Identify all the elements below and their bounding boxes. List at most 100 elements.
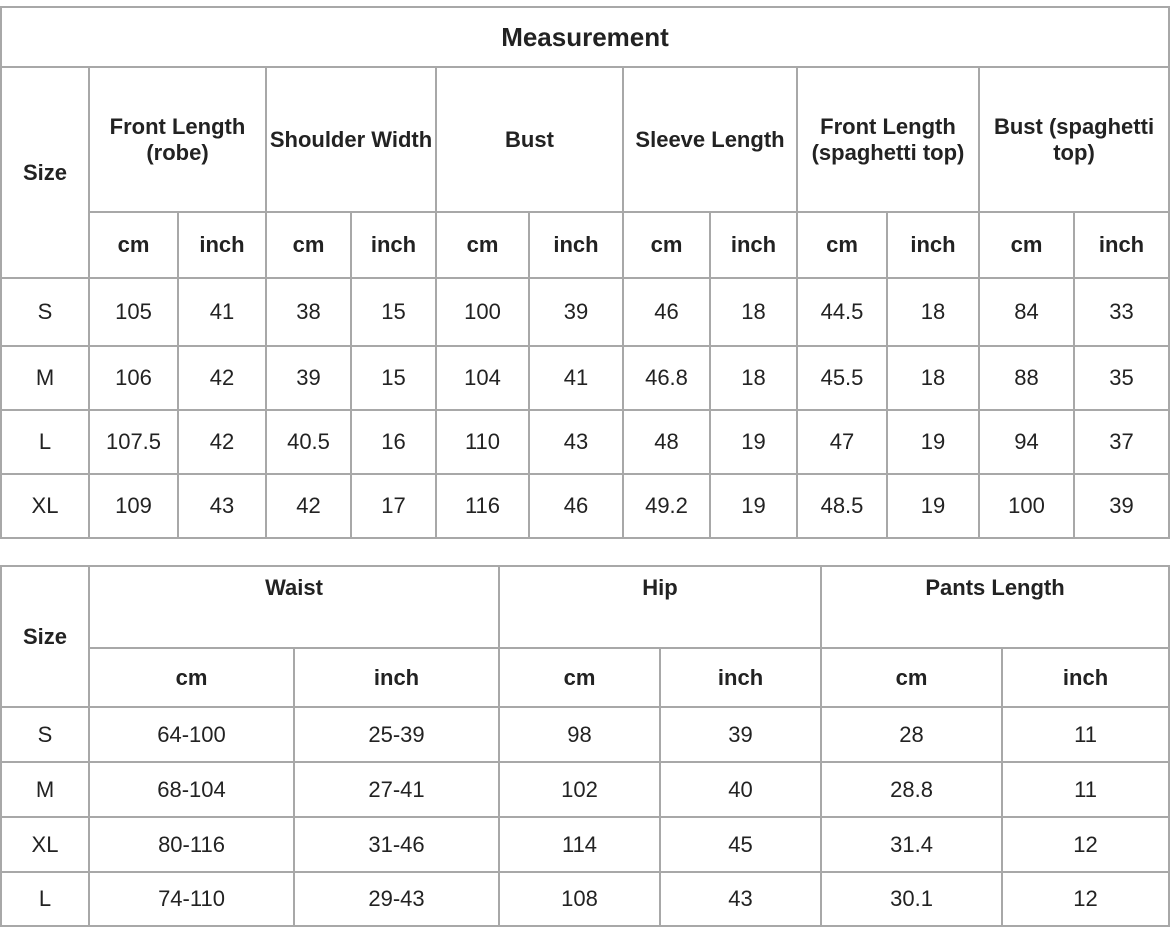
value-cell: 41	[528, 345, 624, 411]
value-cell: 11	[1001, 761, 1170, 818]
unit-header-inch: inch	[1072, 211, 1170, 279]
table-row: XL 109 43 42 17 116 46 49.2 19 48.5 19 100 39	[0, 473, 1170, 539]
table-row: S 64-100 25-39 98 39 28 11	[0, 706, 1170, 763]
value-cell: 35	[1072, 345, 1170, 411]
value-cell: 105	[88, 277, 179, 347]
value-cell: 110	[435, 409, 530, 475]
size-header: Size	[0, 66, 90, 279]
value-cell: 15	[350, 345, 437, 411]
value-cell: 98	[498, 706, 662, 763]
table-row: XL 80-116 31-46 114 45 31.4 12	[0, 816, 1170, 873]
column-header: Front Length (spaghetti top)	[796, 66, 980, 213]
column-header: Shoulder Width	[265, 66, 437, 213]
value-cell: 44.5	[796, 277, 888, 347]
value-cell: 45	[659, 816, 823, 873]
unit-header-cm: cm	[820, 647, 1004, 708]
value-cell: 18	[709, 277, 798, 347]
unit-header-cm: cm	[498, 647, 662, 708]
unit-header-inch: inch	[709, 211, 798, 279]
table-row: M 106 42 39 15 104 41 46.8 18 45.5 18 88 35	[0, 345, 1170, 411]
size-cell: M	[0, 761, 90, 818]
value-cell: 48	[622, 409, 711, 475]
value-cell: 40.5	[265, 409, 352, 475]
unit-header-inch: inch	[177, 211, 267, 279]
value-cell: 39	[1072, 473, 1170, 539]
value-cell: 25-39	[292, 706, 501, 763]
table-row: M 68-104 27-41 102 40 28.8 11	[0, 761, 1170, 818]
unit-header-inch: inch	[528, 211, 624, 279]
value-cell: 40	[659, 761, 823, 818]
value-cell: 38	[265, 277, 352, 347]
value-cell: 30.1	[820, 871, 1004, 927]
value-cell: 94	[978, 409, 1075, 475]
value-cell: 43	[659, 871, 823, 927]
value-cell: 37	[1072, 409, 1170, 475]
value-cell: 42	[177, 345, 267, 411]
value-cell: 88	[978, 345, 1075, 411]
size-cell: L	[0, 409, 90, 475]
value-cell: 41	[177, 277, 267, 347]
value-cell: 18	[709, 345, 798, 411]
measurement-table-bottom: Size Waist Hip Pants Length cm inch cm inch cm i…	[0, 565, 1170, 927]
table-row: L 107.5 42 40.5 16 110 43 48 19 47 19 94 37	[0, 409, 1170, 475]
unit-header-inch: inch	[886, 211, 980, 279]
column-header: Hip	[498, 565, 823, 649]
size-cell: M	[0, 345, 90, 411]
value-cell: 80-116	[88, 816, 295, 873]
value-cell: 84	[978, 277, 1075, 347]
value-cell: 116	[435, 473, 530, 539]
value-cell: 49.2	[622, 473, 711, 539]
value-cell: 11	[1001, 706, 1170, 763]
column-header: Waist	[87, 565, 501, 649]
value-cell: 12	[1001, 871, 1170, 927]
value-cell: 100	[978, 473, 1075, 539]
unit-header-inch: inch	[659, 647, 823, 708]
value-cell: 31.4	[820, 816, 1004, 873]
value-cell: 19	[709, 409, 798, 475]
value-cell: 19	[709, 473, 798, 539]
size-header: Size	[0, 565, 90, 708]
value-cell: 45.5	[796, 345, 888, 411]
value-cell: 19	[886, 473, 980, 539]
value-cell: 27-41	[292, 761, 501, 818]
value-cell: 47	[796, 409, 888, 475]
value-cell: 39	[265, 345, 352, 411]
value-cell: 29-43	[292, 871, 501, 927]
value-cell: 106	[88, 345, 179, 411]
value-cell: 43	[528, 409, 624, 475]
size-cell: XL	[0, 473, 90, 539]
column-header: Front Length (robe)	[88, 66, 267, 213]
value-cell: 48.5	[796, 473, 888, 539]
value-cell: 64-100	[88, 706, 295, 763]
value-cell: 19	[886, 409, 980, 475]
unit-header-cm: cm	[622, 211, 711, 279]
value-cell: 42	[265, 473, 352, 539]
value-cell: 102	[498, 761, 662, 818]
value-cell: 104	[435, 345, 530, 411]
unit-header-inch: inch	[1001, 647, 1170, 708]
column-header: Pants Length	[820, 565, 1170, 649]
table-row: L 74-110 29-43 108 43 30.1 12	[0, 871, 1170, 927]
value-cell: 74-110	[88, 871, 295, 927]
size-cell: S	[0, 706, 90, 763]
unit-header-cm: cm	[978, 211, 1075, 279]
value-cell: 28	[820, 706, 1004, 763]
value-cell: 17	[350, 473, 437, 539]
column-header: Sleeve Length	[622, 66, 798, 213]
value-cell: 107.5	[88, 409, 179, 475]
column-header: Bust	[435, 66, 624, 213]
size-cell: S	[0, 277, 90, 347]
value-cell: 39	[659, 706, 823, 763]
value-cell: 42	[177, 409, 267, 475]
unit-header-inch: inch	[292, 647, 501, 708]
unit-header-cm: cm	[435, 211, 530, 279]
value-cell: 16	[350, 409, 437, 475]
unit-header-cm: cm	[88, 647, 295, 708]
value-cell: 12	[1001, 816, 1170, 873]
value-cell: 114	[498, 816, 662, 873]
unit-header-cm: cm	[265, 211, 352, 279]
size-cell: L	[0, 871, 90, 927]
value-cell: 46.8	[622, 345, 711, 411]
value-cell: 33	[1072, 277, 1170, 347]
value-cell: 31-46	[292, 816, 501, 873]
